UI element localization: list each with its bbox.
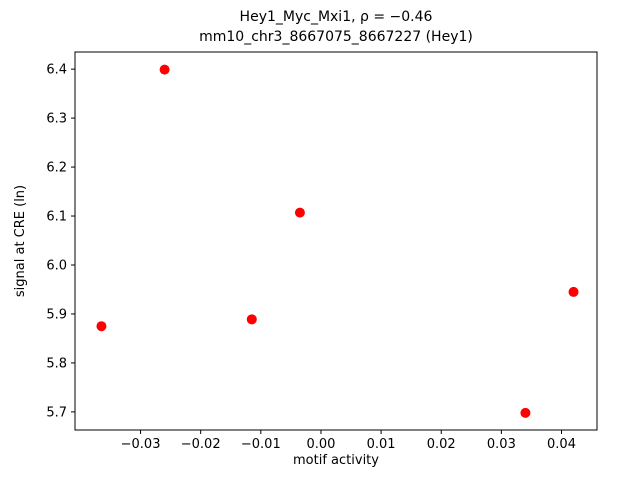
y-tick-label: 6.3 <box>46 112 67 127</box>
data-points <box>96 64 579 418</box>
x-axis-ticks: −0.03 −0.02 −0.01 0.00 0.01 0.02 0.03 0.04 <box>121 430 576 452</box>
y-axis-label: signal at CRE (ln) <box>13 185 28 297</box>
y-tick-label: 6.1 <box>46 210 67 225</box>
x-axis-label: motif activity <box>293 453 379 468</box>
data-point <box>159 64 170 75</box>
x-tick-label: 0.02 <box>427 437 456 452</box>
x-tick-label: 0.00 <box>306 437 335 452</box>
data-point <box>96 321 107 332</box>
y-tick-label: 5.8 <box>46 356 67 371</box>
chart-title-line2: mm10_chr3_8667075_8667227 (Hey1) <box>199 29 473 45</box>
x-tick-label: −0.03 <box>121 437 161 452</box>
x-tick-label: −0.01 <box>241 437 281 452</box>
y-tick-label: 5.7 <box>46 405 67 420</box>
x-tick-label: 0.03 <box>487 437 516 452</box>
y-axis-ticks: 5.7 5.8 5.9 6.0 6.1 6.2 6.3 6.4 <box>46 63 75 420</box>
data-point <box>520 407 531 418</box>
y-tick-label: 6.0 <box>46 258 67 273</box>
y-tick-label: 6.2 <box>46 161 67 176</box>
chart-title-line1: Hey1_Myc_Mxi1, ρ = −0.46 <box>240 9 433 25</box>
plot-area-border <box>74 51 598 431</box>
y-tick-label: 6.4 <box>46 63 67 78</box>
data-point <box>568 286 579 297</box>
data-point <box>294 207 305 218</box>
y-tick-label: 5.9 <box>46 307 67 322</box>
data-point <box>246 314 257 325</box>
x-tick-label: 0.01 <box>367 437 396 452</box>
x-tick-label: −0.02 <box>181 437 221 452</box>
x-tick-label: 0.04 <box>547 437 576 452</box>
